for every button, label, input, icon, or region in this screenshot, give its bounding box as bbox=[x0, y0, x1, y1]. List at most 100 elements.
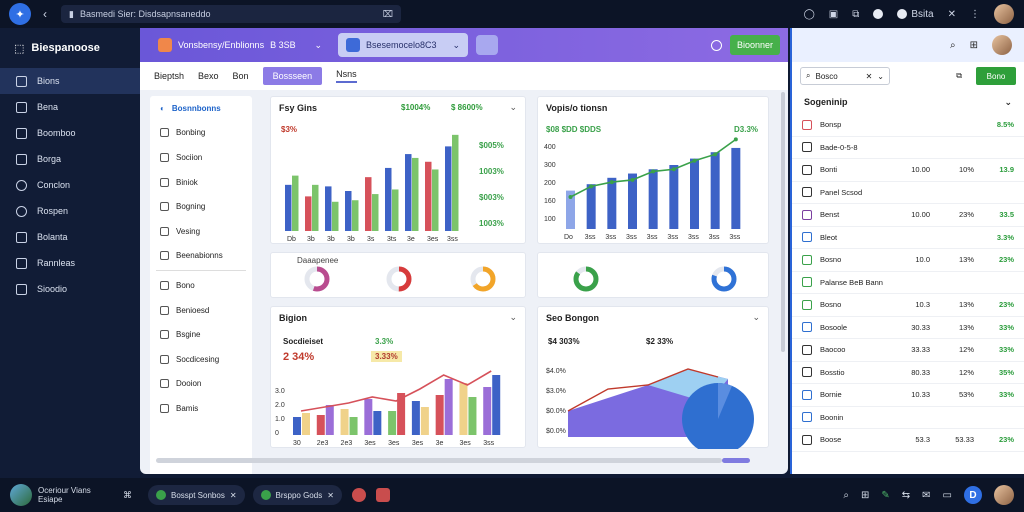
notification-icon[interactable] bbox=[351, 488, 366, 502]
sidebar-brand[interactable]: ⬚ Biespanoose bbox=[14, 42, 100, 55]
tab-primary[interactable]: Vonsbensy/Enblionns B 3SB ⌄ bbox=[150, 33, 330, 57]
sidebar-item-4[interactable]: Borga bbox=[0, 146, 140, 172]
task-chip-1[interactable]: Bosspt Sonbos ✕ bbox=[148, 485, 245, 505]
new-tab-button[interactable] bbox=[476, 35, 498, 55]
chevron-down-icon[interactable]: ⌄ bbox=[509, 312, 517, 322]
sidebar-item-1[interactable]: Bions bbox=[0, 68, 140, 94]
tab-secondary[interactable]: Bsesemocelo8C3 ⌄ bbox=[338, 33, 468, 57]
settings-icon[interactable]: ⌘ bbox=[123, 489, 132, 500]
inner-sidebar-head[interactable]: ◐ Bosnnbonns bbox=[160, 103, 221, 113]
close-icon[interactable]: ✕ bbox=[229, 490, 237, 500]
close-icon[interactable]: ✕ bbox=[327, 490, 334, 500]
list-item[interactable]: Boose 53.3 53.33 23% bbox=[792, 429, 1024, 452]
chevron-down-icon[interactable]: ⌄ bbox=[877, 71, 884, 81]
list-item[interactable]: Bleot 3.3% bbox=[792, 227, 1024, 249]
profile-chip[interactable]: Bsita bbox=[897, 9, 934, 20]
chevron-down-icon[interactable]: ⌄ bbox=[752, 312, 760, 322]
pen-icon[interactable]: ✎ bbox=[881, 489, 890, 501]
search-input[interactable]: ⌕ Bosco ✕ ⌄ bbox=[800, 67, 890, 85]
list-item[interactable]: Panel Scsod bbox=[792, 182, 1024, 204]
avatar[interactable] bbox=[994, 4, 1014, 24]
list-item[interactable]: Palanse BeB Bann bbox=[792, 272, 1024, 294]
inner-item[interactable]: Bono bbox=[150, 273, 252, 298]
screen-icon[interactable]: ▭ bbox=[942, 489, 952, 501]
sidebar-item-9[interactable]: Sioodio bbox=[0, 276, 140, 302]
chevron-down-icon[interactable]: ⌄ bbox=[1004, 96, 1012, 107]
sidebar-item-6[interactable]: Rospen bbox=[0, 198, 140, 224]
list-item[interactable]: Baocoo 33.33 12% 33% bbox=[792, 339, 1024, 362]
more-icon[interactable]: ⋮ bbox=[970, 8, 980, 20]
close-icon[interactable]: ✕ bbox=[865, 71, 873, 81]
subtab-3[interactable]: Bon bbox=[232, 71, 249, 81]
list-item[interactable]: Bosoole 30.33 13% 33% bbox=[792, 317, 1024, 339]
list-item[interactable]: Bosstio 80.33 12% 35% bbox=[792, 362, 1024, 384]
inner-item[interactable]: Bogning bbox=[150, 194, 252, 219]
extension-icon[interactable]: ⌧ bbox=[382, 8, 393, 19]
grid-icon[interactable]: ⊞ bbox=[860, 489, 870, 501]
sidebar-item-7[interactable]: Bolanta bbox=[0, 224, 140, 250]
horizontal-scrollbar[interactable] bbox=[156, 458, 722, 463]
panel-action-button[interactable]: Bono bbox=[976, 67, 1016, 85]
tick-label: 2e3 bbox=[341, 440, 353, 447]
bookmark-icon[interactable]: ◯ bbox=[803, 8, 815, 20]
list-item[interactable]: Bade-0-5-8 bbox=[792, 137, 1024, 159]
avatar[interactable] bbox=[994, 485, 1014, 505]
inner-item[interactable]: Benioesd bbox=[150, 298, 252, 323]
inner-item[interactable]: Socdicesing bbox=[150, 347, 252, 372]
window-action-button[interactable]: Bioonner bbox=[730, 35, 780, 55]
copy-icon[interactable]: ⧉ bbox=[956, 71, 962, 80]
link-icon[interactable]: ⇆ bbox=[901, 489, 911, 501]
shield-icon bbox=[260, 490, 271, 500]
list-item[interactable]: Bonsp 8.5% bbox=[792, 114, 1024, 137]
back-icon[interactable]: ‹ bbox=[43, 7, 47, 21]
inner-item[interactable]: Beenabionns bbox=[150, 244, 252, 269]
subtab-4[interactable]: Bossseen bbox=[262, 67, 323, 85]
note-icon[interactable]: ✉ bbox=[922, 489, 931, 501]
task-chip-2[interactable]: Brsppo Gods ✕ bbox=[252, 485, 342, 505]
sidebar-item-2[interactable]: Bena bbox=[0, 94, 140, 120]
avatar[interactable] bbox=[992, 35, 1012, 55]
line-point bbox=[630, 177, 635, 182]
subtab-5[interactable]: Nsns bbox=[336, 69, 357, 83]
chevron-down-icon[interactable]: ⌄ bbox=[314, 39, 322, 50]
inner-item[interactable]: Bsgine bbox=[150, 322, 252, 347]
bar bbox=[325, 405, 334, 435]
app-icon bbox=[156, 490, 166, 500]
sync-icon[interactable] bbox=[711, 39, 722, 51]
search-icon[interactable]: ⌕ bbox=[843, 489, 849, 501]
record-icon[interactable]: ⧉ bbox=[852, 8, 860, 20]
sidebar-item-3[interactable]: Boomboo bbox=[0, 120, 140, 146]
chevron-down-icon[interactable]: ⌄ bbox=[509, 102, 517, 112]
section-header[interactable]: Sogeninip ⌄ bbox=[804, 96, 1012, 108]
inner-item[interactable]: Sociion bbox=[150, 145, 252, 170]
sidebar-item-5[interactable]: Conclon bbox=[0, 172, 140, 198]
app-logo-icon[interactable]: ✦ bbox=[9, 3, 31, 25]
side-stat-2: 1003% bbox=[479, 167, 504, 176]
chevron-down-icon[interactable]: ⌄ bbox=[452, 39, 460, 50]
inner-item[interactable]: Bonbing bbox=[150, 121, 252, 146]
inner-item[interactable]: Biniok bbox=[150, 170, 252, 195]
list-item[interactable]: Bonti 10.00 10% 13.9 bbox=[792, 159, 1024, 182]
close-icon[interactable]: ✕ bbox=[947, 8, 956, 20]
inner-item[interactable]: Vesing bbox=[150, 219, 252, 244]
copy-icon[interactable]: ▣ bbox=[828, 8, 839, 20]
scroll-thumb[interactable] bbox=[722, 458, 750, 463]
row-value-b: 23% bbox=[958, 210, 974, 220]
grid-icon[interactable]: ⊞ bbox=[969, 39, 978, 51]
search-icon[interactable]: ⌕ bbox=[950, 39, 956, 51]
inner-item[interactable]: Dooion bbox=[150, 372, 252, 397]
list-item[interactable]: Bosno 10.3 13% 23% bbox=[792, 294, 1024, 317]
subtab-1[interactable]: Bieptsh bbox=[154, 71, 185, 81]
list-item[interactable]: Bornie 10.33 53% 33% bbox=[792, 384, 1024, 407]
address-bar[interactable]: ▮ Basmedi Sier: Disdsapnsaneddo ⌧ bbox=[61, 5, 401, 23]
user-profile[interactable]: Oceriour Vians Esiape ⌘ bbox=[0, 484, 140, 506]
badge-icon[interactable]: D bbox=[964, 486, 982, 504]
list-item[interactable]: Bosno 10.0 13% 23% bbox=[792, 249, 1024, 272]
sidebar-item-8[interactable]: Rannleas bbox=[0, 250, 140, 276]
inner-item[interactable]: Bamis bbox=[150, 396, 252, 421]
list-item[interactable]: Benst 10.00 23% 33.5 bbox=[792, 204, 1024, 227]
media-icon[interactable] bbox=[375, 488, 390, 502]
subtab-2[interactable]: Bexo bbox=[198, 71, 219, 81]
list-item[interactable]: Boonin bbox=[792, 407, 1024, 429]
vertical-scrollbar[interactable] bbox=[781, 92, 785, 352]
